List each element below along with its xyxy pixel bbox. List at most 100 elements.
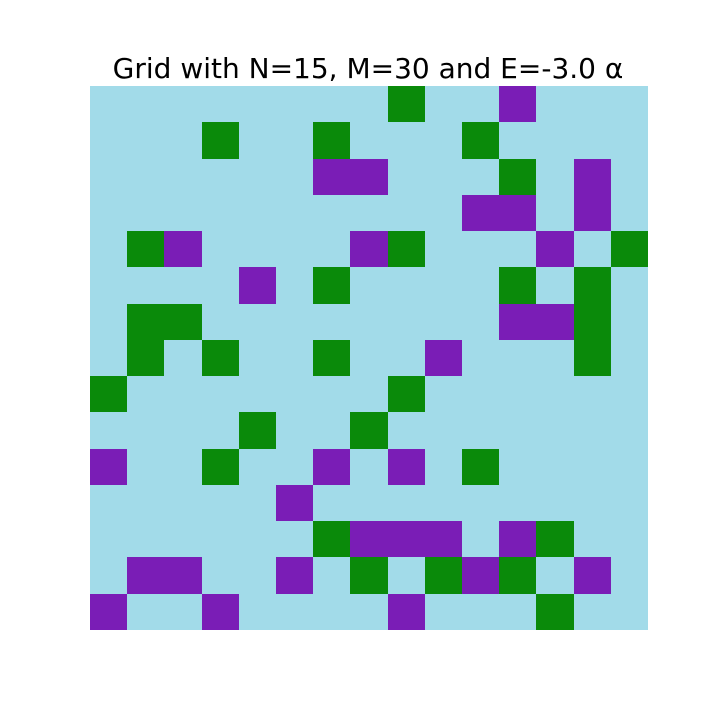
- empty-cell-r14-c14: [611, 594, 648, 630]
- empty-cell-r7-c14: [611, 340, 648, 376]
- empty-cell-r6-c4: [239, 304, 276, 340]
- empty-cell-r0-c5: [276, 86, 313, 122]
- empty-cell-r14-c2: [164, 594, 202, 630]
- empty-cell-r3-c7: [350, 195, 388, 231]
- empty-cell-r10-c4: [239, 449, 276, 485]
- purple-cell-r10-c0: [90, 449, 127, 485]
- empty-cell-r1-c7: [350, 122, 388, 159]
- empty-cell-r11-c9: [425, 485, 462, 521]
- empty-cell-r5-c5: [276, 267, 313, 304]
- purple-cell-r0-c11: [499, 86, 536, 122]
- purple-cell-r12-c7: [350, 521, 388, 557]
- empty-cell-r13-c14: [611, 557, 648, 594]
- empty-cell-r5-c7: [350, 267, 388, 304]
- empty-cell-r6-c8: [388, 304, 425, 340]
- empty-cell-r2-c1: [127, 159, 164, 195]
- green-cell-r9-c4: [239, 412, 276, 449]
- empty-cell-r3-c4: [239, 195, 276, 231]
- green-cell-r8-c8: [388, 376, 425, 412]
- empty-cell-r7-c10: [462, 340, 499, 376]
- empty-cell-r4-c10: [462, 231, 499, 267]
- empty-cell-r8-c13: [574, 376, 611, 412]
- purple-cell-r13-c1: [127, 557, 164, 594]
- green-cell-r14-c12: [536, 594, 574, 630]
- empty-cell-r8-c14: [611, 376, 648, 412]
- purple-cell-r12-c11: [499, 521, 536, 557]
- purple-cell-r4-c2: [164, 231, 202, 267]
- empty-cell-r10-c2: [164, 449, 202, 485]
- empty-cell-r3-c9: [425, 195, 462, 231]
- empty-cell-r1-c14: [611, 122, 648, 159]
- empty-cell-r12-c0: [90, 521, 127, 557]
- empty-cell-r5-c14: [611, 267, 648, 304]
- empty-cell-r1-c12: [536, 122, 574, 159]
- empty-cell-r11-c13: [574, 485, 611, 521]
- empty-cell-r4-c3: [202, 231, 239, 267]
- purple-cell-r12-c9: [425, 521, 462, 557]
- empty-cell-r3-c14: [611, 195, 648, 231]
- empty-cell-r12-c2: [164, 521, 202, 557]
- empty-cell-r1-c8: [388, 122, 425, 159]
- empty-cell-r1-c5: [276, 122, 313, 159]
- empty-cell-r14-c1: [127, 594, 164, 630]
- empty-cell-r5-c1: [127, 267, 164, 304]
- empty-cell-r2-c9: [425, 159, 462, 195]
- purple-cell-r4-c12: [536, 231, 574, 267]
- empty-cell-r14-c5: [276, 594, 313, 630]
- green-cell-r6-c1: [127, 304, 164, 340]
- empty-cell-r12-c13: [574, 521, 611, 557]
- empty-cell-r8-c10: [462, 376, 499, 412]
- empty-cell-r2-c0: [90, 159, 127, 195]
- green-cell-r5-c13: [574, 267, 611, 304]
- green-cell-r1-c6: [313, 122, 350, 159]
- empty-cell-r2-c2: [164, 159, 202, 195]
- empty-cell-r6-c10: [462, 304, 499, 340]
- empty-cell-r8-c3: [202, 376, 239, 412]
- empty-cell-r9-c1: [127, 412, 164, 449]
- empty-cell-r3-c3: [202, 195, 239, 231]
- green-cell-r4-c14: [611, 231, 648, 267]
- empty-cell-r5-c10: [462, 267, 499, 304]
- green-cell-r4-c1: [127, 231, 164, 267]
- green-cell-r12-c6: [313, 521, 350, 557]
- empty-cell-r11-c1: [127, 485, 164, 521]
- empty-cell-r0-c4: [239, 86, 276, 122]
- empty-cell-r1-c13: [574, 122, 611, 159]
- empty-cell-r0-c7: [350, 86, 388, 122]
- empty-cell-r4-c9: [425, 231, 462, 267]
- empty-cell-r0-c3: [202, 86, 239, 122]
- empty-cell-r1-c11: [499, 122, 536, 159]
- green-cell-r7-c1: [127, 340, 164, 376]
- chart-title: Grid with N=15, M=30 and E=-3.0 α: [112, 52, 624, 85]
- green-cell-r8-c0: [90, 376, 127, 412]
- empty-cell-r8-c5: [276, 376, 313, 412]
- empty-cell-r12-c10: [462, 521, 499, 557]
- empty-cell-r9-c3: [202, 412, 239, 449]
- purple-cell-r3-c10: [462, 195, 499, 231]
- empty-cell-r0-c10: [462, 86, 499, 122]
- purple-cell-r13-c2: [164, 557, 202, 594]
- purple-cell-r14-c3: [202, 594, 239, 630]
- purple-cell-r11-c5: [276, 485, 313, 521]
- purple-cell-r2-c6: [313, 159, 350, 195]
- empty-cell-r2-c8: [388, 159, 425, 195]
- green-cell-r10-c3: [202, 449, 239, 485]
- empty-cell-r0-c1: [127, 86, 164, 122]
- empty-cell-r10-c7: [350, 449, 388, 485]
- empty-cell-r12-c1: [127, 521, 164, 557]
- empty-cell-r2-c12: [536, 159, 574, 195]
- empty-cell-r6-c0: [90, 304, 127, 340]
- empty-cell-r7-c2: [164, 340, 202, 376]
- empty-cell-r11-c14: [611, 485, 648, 521]
- empty-cell-r3-c8: [388, 195, 425, 231]
- green-cell-r5-c6: [313, 267, 350, 304]
- green-cell-r1-c3: [202, 122, 239, 159]
- empty-cell-r1-c9: [425, 122, 462, 159]
- empty-cell-r4-c0: [90, 231, 127, 267]
- empty-cell-r0-c9: [425, 86, 462, 122]
- empty-cell-r11-c6: [313, 485, 350, 521]
- green-cell-r6-c13: [574, 304, 611, 340]
- empty-cell-r5-c2: [164, 267, 202, 304]
- empty-cell-r9-c8: [388, 412, 425, 449]
